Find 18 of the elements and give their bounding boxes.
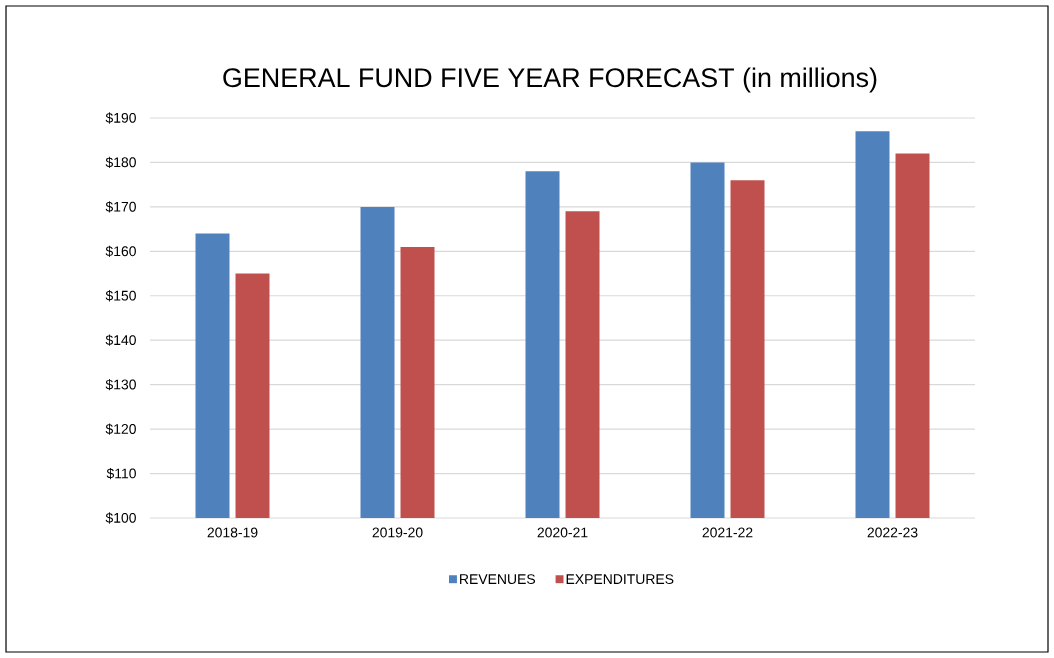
y-tick-label: $190 [105,112,136,124]
legend-label: REVENUES [460,574,536,585]
x-tick-label: 2022-23 [867,527,918,538]
y-tick-label: $110 [106,467,136,480]
x-tick-label: 2019-20 [372,527,423,538]
y-tick-label: $170 [105,201,136,213]
y-tick-label: $150 [105,290,136,302]
y-tick-label: $120 [105,423,136,435]
legend-label: EXPENDITURES [566,574,674,585]
y-tick-label: $180 [105,156,136,169]
chart-title: GENERAL FUND FIVE YEAR FORECAST (in millions) [223,67,877,93]
y-tick-label: $140 [105,334,136,346]
x-tick-label: 2020-21 [537,527,588,538]
x-tick-label: 2021-22 [702,527,753,538]
x-tick-label: 2018-19 [207,527,258,538]
y-tick-label: $100 [105,512,136,524]
y-tick-label: $130 [105,379,136,391]
y-tick-label: $160 [105,245,136,257]
